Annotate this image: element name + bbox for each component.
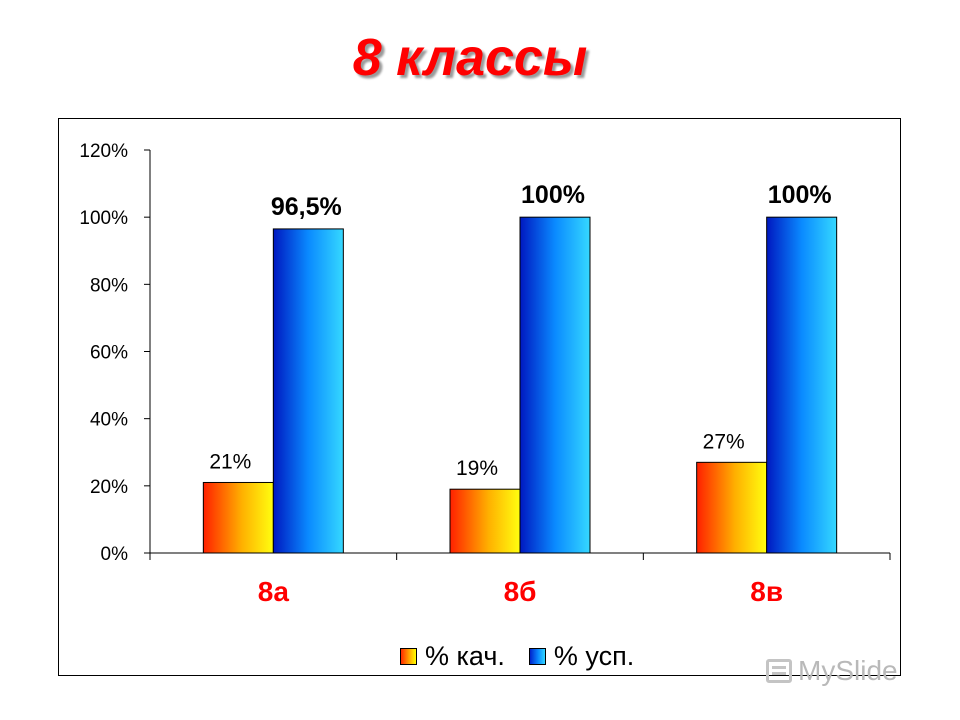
bar-success bbox=[519, 216, 591, 554]
legend-item-success: % усп. bbox=[528, 640, 635, 672]
legend-swatch-quality bbox=[400, 647, 417, 665]
y-tick-label: 0% bbox=[101, 544, 129, 565]
slide-title: 8 классы bbox=[352, 29, 588, 87]
watermark-text: MySlide bbox=[798, 655, 898, 686]
bar-quality bbox=[696, 461, 768, 554]
bar-quality bbox=[449, 488, 521, 554]
data-label: 100% bbox=[768, 181, 832, 209]
legend-label-success: % усп. bbox=[553, 640, 635, 671]
data-label: 100% bbox=[521, 181, 585, 209]
y-tick-label: 60% bbox=[90, 343, 128, 364]
y-tick-label: 20% bbox=[90, 477, 128, 498]
watermark: MySlide bbox=[766, 655, 898, 687]
chart-labels: 8а 8б 8в 21% 19% 27% 96,5% 100% 100% bbox=[209, 181, 831, 607]
y-tick-label: 100% bbox=[79, 208, 128, 229]
y-tick-label: 80% bbox=[90, 275, 128, 296]
bar-quality bbox=[202, 481, 274, 554]
x-category-label: 8в bbox=[750, 576, 783, 607]
x-category-label: 8б bbox=[504, 576, 537, 607]
x-category-label: 8а bbox=[258, 576, 290, 607]
chart-frame bbox=[58, 118, 901, 676]
bar-success bbox=[766, 216, 838, 554]
y-tick-label: 40% bbox=[90, 410, 128, 431]
chart-bars bbox=[202, 216, 838, 554]
legend-item-quality: % кач. bbox=[400, 641, 505, 672]
data-label: 21% bbox=[209, 450, 251, 473]
bar-success bbox=[272, 228, 344, 554]
data-label: 96,5% bbox=[271, 193, 342, 221]
chart-legend: % кач. % усп. bbox=[400, 641, 648, 671]
presentation-board-icon bbox=[766, 659, 792, 683]
legend-swatch-success bbox=[528, 647, 546, 665]
legend-label-quality: % кач. bbox=[425, 640, 505, 671]
data-label: 19% bbox=[456, 457, 498, 480]
data-label: 27% bbox=[703, 430, 745, 453]
y-tick-label: 120% bbox=[79, 141, 128, 162]
